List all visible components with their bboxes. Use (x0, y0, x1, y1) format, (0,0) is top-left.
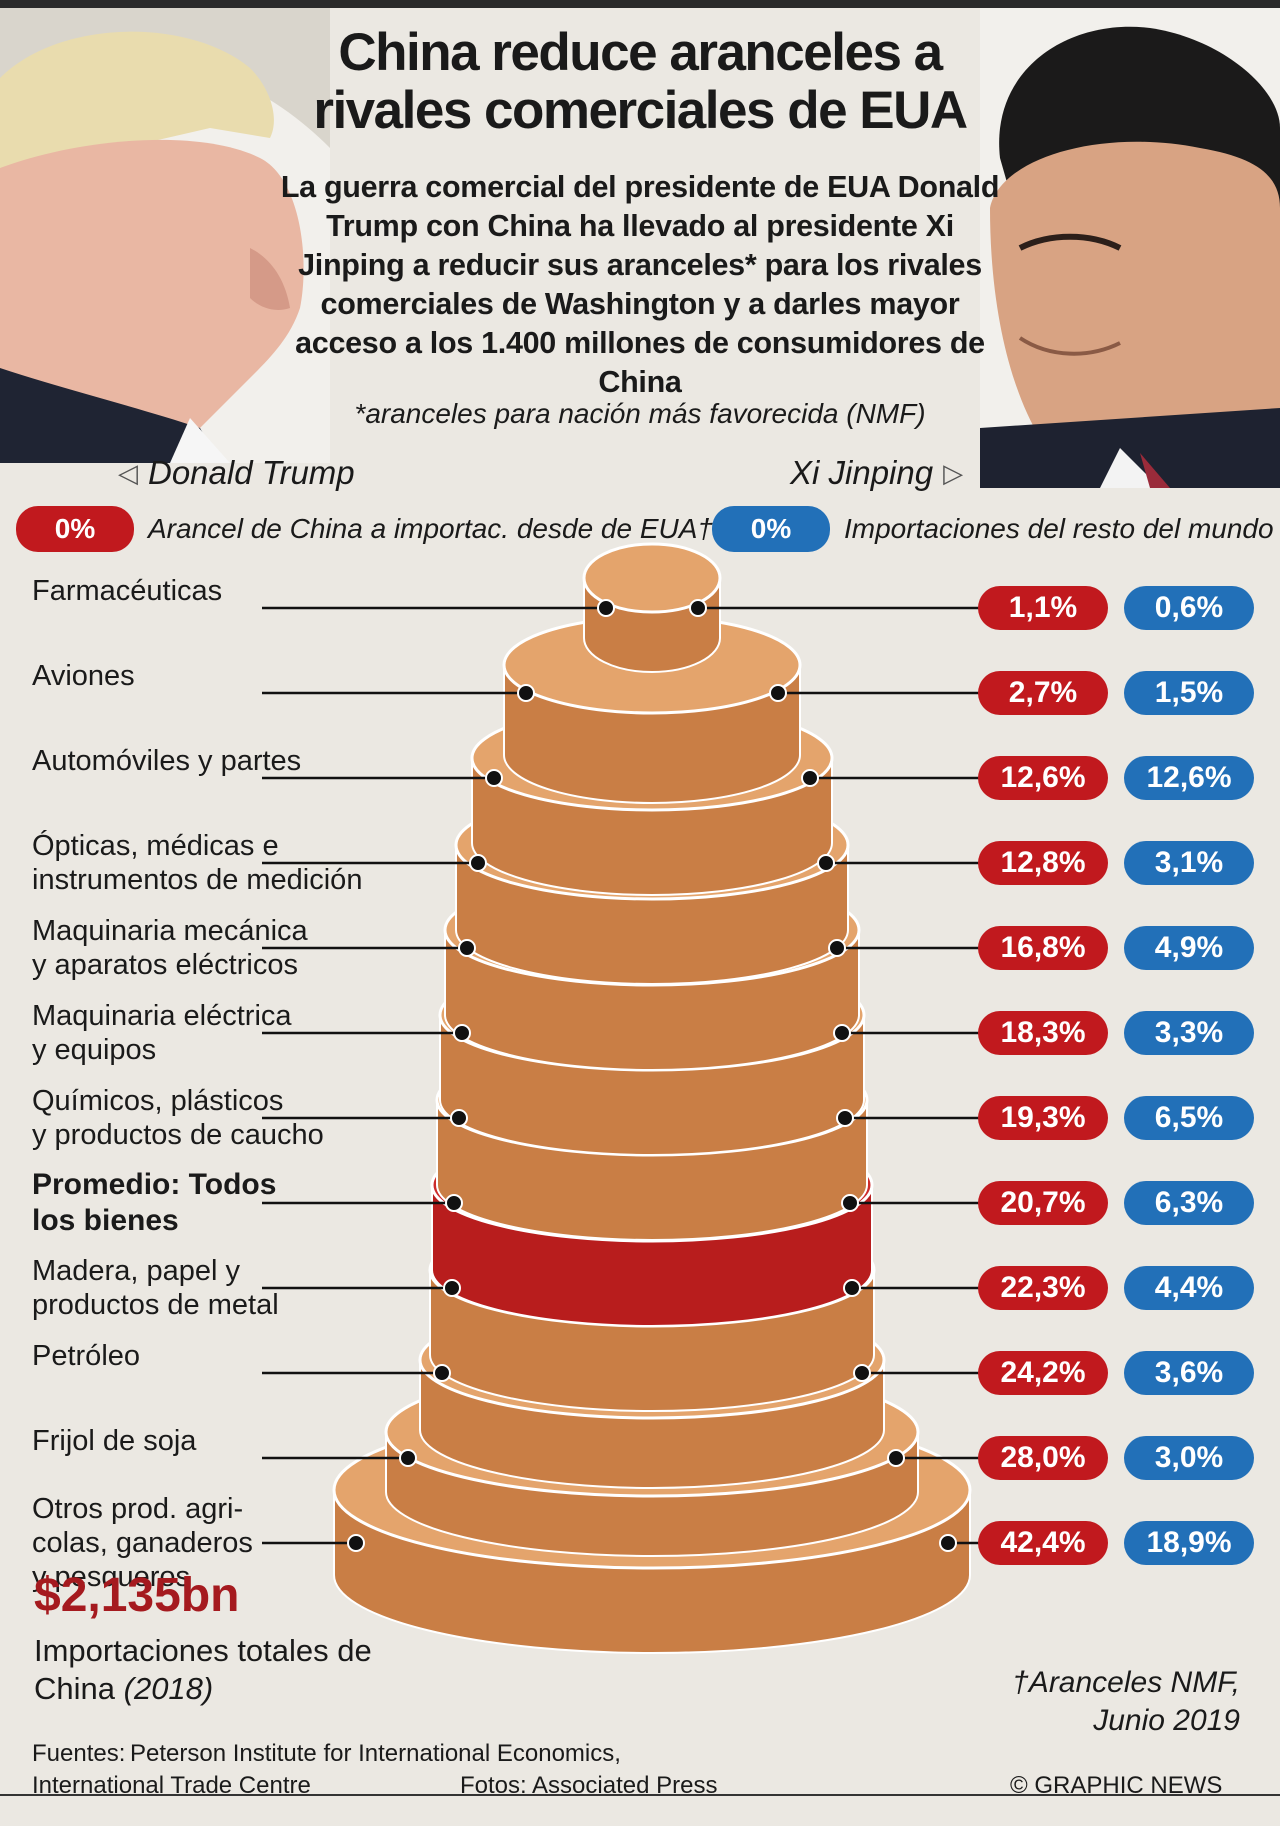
us-tariff-value: 16,8% (978, 926, 1108, 970)
rest-tariff-value: 18,9% (1124, 1521, 1254, 1565)
us-tariff-value: 20,7% (978, 1181, 1108, 1225)
dot-left-1 (517, 684, 535, 702)
photo-credit: Fotos: Associated Press (460, 1772, 718, 1799)
copyright-credit: © GRAPHIC NEWS (1010, 1772, 1223, 1799)
dot-left-10 (399, 1449, 417, 1467)
person-right: Xi Jinping ▷ (790, 454, 963, 492)
tier-top-0 (582, 542, 722, 614)
triangle-right-icon: ▷ (943, 457, 964, 488)
us-tariff-value: 2,7% (978, 671, 1108, 715)
category-label: Promedio: Todos los bienes (32, 1168, 277, 1237)
us-tariff-value: 22,3% (978, 1266, 1108, 1310)
dot-left-4 (458, 939, 476, 957)
top-bar (0, 0, 1280, 8)
category-label: Petróleo (32, 1340, 141, 1372)
us-tariff-value: 1,1% (978, 586, 1108, 630)
category-label: Automóviles y partes (32, 745, 302, 777)
footer-divider (0, 1794, 1280, 1796)
rest-tariff-value: 1,5% (1124, 671, 1254, 715)
footnote: †Aranceles NMF, Junio 2019 (1012, 1664, 1240, 1740)
rest-tariff-value: 6,3% (1124, 1181, 1254, 1225)
rest-tariff-value: 3,1% (1124, 841, 1254, 885)
legend-rest-label: Importaciones del resto del mundo (844, 513, 1274, 544)
dot-left-9 (433, 1364, 451, 1382)
dot-left-7 (445, 1194, 463, 1212)
dot-left-0 (597, 599, 615, 617)
person-left: ◁ Donald Trump (118, 454, 355, 492)
category-label: Maquinaria mecánica y aparatos eléctrico… (32, 915, 308, 981)
rest-tariff-value: 4,4% (1124, 1266, 1254, 1310)
category-label: Otros prod. agri- colas, ganaderos y pes… (32, 1493, 253, 1593)
total-imports-year: (2018) (123, 1671, 214, 1706)
source-1: Peterson Institute for International Eco… (130, 1740, 621, 1767)
dot-left-3 (469, 854, 487, 872)
rest-tariff-value: 3,0% (1124, 1436, 1254, 1480)
legend-rest: 0% Importaciones del resto del mundo (712, 506, 1274, 552)
dot-left-2 (485, 769, 503, 787)
rest-tariff-value: 6,5% (1124, 1096, 1254, 1140)
intro-text: La guerra comercial del presidente de EU… (280, 170, 1000, 399)
trump-photo (0, 8, 330, 463)
dot-right-7 (841, 1194, 859, 1212)
person-left-name: Donald Trump (148, 454, 355, 491)
us-tariff-value: 42,4% (978, 1521, 1108, 1565)
us-tariff-value: 12,8% (978, 841, 1108, 885)
dot-right-11 (939, 1534, 957, 1552)
xi-photo (980, 8, 1280, 488)
category-label: Frijol de soja (32, 1425, 197, 1457)
dot-right-8 (843, 1279, 861, 1297)
intro-footnote: *aranceles para nación más favorecida (N… (354, 398, 926, 429)
total-imports-value: $2,135bn (34, 1569, 240, 1622)
footnote-line1: †Aranceles NMF, (1012, 1666, 1240, 1699)
us-tariff-value: 24,2% (978, 1351, 1108, 1395)
person-right-name: Xi Jinping (790, 454, 934, 491)
legend-us: 0% Arancel de China a importac. desde de… (16, 506, 713, 552)
us-tariff-value: 12,6% (978, 756, 1108, 800)
legend-us-pill: 0% (16, 506, 134, 552)
rest-tariff-value: 0,6% (1124, 586, 1254, 630)
rest-tariff-value: 3,6% (1124, 1351, 1254, 1395)
dot-left-11 (347, 1534, 365, 1552)
category-label: Ópticas, médicas e instrumentos de medic… (32, 830, 363, 896)
dot-left-6 (450, 1109, 468, 1127)
category-label: Maquinaria eléctrica y equipos (32, 1000, 292, 1066)
legend-rest-pill: 0% (712, 506, 830, 552)
footnote-line2: Junio 2019 (1093, 1704, 1240, 1737)
us-tariff-value: 18,3% (978, 1011, 1108, 1055)
dot-right-4 (828, 939, 846, 957)
category-label: Madera, papel y productos de metal (32, 1255, 279, 1321)
dot-right-10 (887, 1449, 905, 1467)
us-tariff-value: 19,3% (978, 1096, 1108, 1140)
category-label: Químicos, plásticos y productos de cauch… (32, 1085, 324, 1151)
page-title: China reduce aranceles a rivales comerci… (313, 23, 968, 140)
dot-left-8 (443, 1279, 461, 1297)
source-2: International Trade Centre (32, 1772, 311, 1799)
total-imports-label: Importaciones totales de China (2018) (34, 1632, 394, 1708)
tier-0 (582, 542, 722, 673)
category-label: Farmacéuticas (32, 575, 223, 607)
triangle-left-icon: ◁ (118, 457, 138, 488)
rest-tariff-value: 3,3% (1124, 1011, 1254, 1055)
rest-tariff-value: 12,6% (1124, 756, 1254, 800)
dot-right-0 (689, 599, 707, 617)
dot-right-5 (833, 1024, 851, 1042)
rest-tariff-value: 4,9% (1124, 926, 1254, 970)
category-label: Aviones (32, 660, 135, 692)
dot-left-5 (453, 1024, 471, 1042)
dot-right-1 (769, 684, 787, 702)
us-tariff-value: 28,0% (978, 1436, 1108, 1480)
total-imports-text: Importaciones totales de China (34, 1633, 372, 1706)
dot-right-2 (801, 769, 819, 787)
dot-right-9 (853, 1364, 871, 1382)
legend-us-label: Arancel de China a importac. desde de EU… (148, 513, 713, 544)
dot-right-6 (836, 1109, 854, 1127)
sources-label: Fuentes: (32, 1740, 126, 1767)
dot-right-3 (817, 854, 835, 872)
